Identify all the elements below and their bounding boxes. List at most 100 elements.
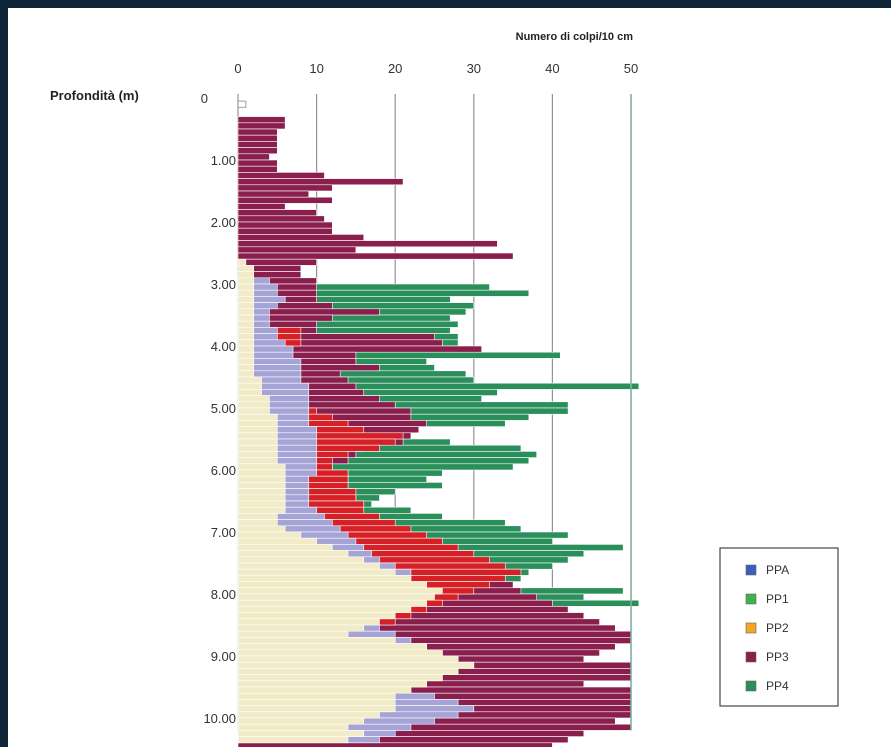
bar-ppa: [237, 500, 286, 508]
bar-pp3: [237, 172, 325, 179]
bar-pp3: [237, 196, 333, 204]
legend-swatch-pp1: [745, 593, 757, 605]
bar-pp3: [237, 240, 498, 248]
legend-swatch-pp4: [745, 680, 757, 692]
bar-ppa: [237, 618, 380, 626]
chart-frame: 0 10 20 30 40 50 0 1.00 2.00 3.00 4.00 5.00 6.00 7.00…: [8, 8, 891, 747]
bar-ppa: [237, 283, 255, 291]
y-axis-label: Profondità (m): [50, 88, 139, 103]
bar-ppa: [237, 265, 255, 272]
bar-ppa: [237, 320, 255, 328]
legend-swatch-ppa: [745, 564, 757, 576]
bar-pp3: [237, 122, 286, 130]
bar-ppa: [237, 550, 349, 558]
bar-pp3: [237, 203, 286, 210]
bar-ppa: [237, 531, 302, 539]
bar-ppa: [237, 432, 278, 440]
bar-ppa: [237, 661, 475, 669]
bar-ppa: [237, 506, 286, 514]
bar-ppa: [237, 482, 286, 489]
bar-pp3: [237, 190, 310, 198]
bar-pp3: [237, 141, 278, 148]
bar-ppa: [237, 351, 255, 359]
bar-ppa: [237, 723, 349, 731]
bar-pp3: [237, 165, 278, 173]
bar-pp3: [237, 128, 278, 136]
bar-pp3: [237, 147, 278, 155]
bar-ppa: [237, 395, 270, 403]
legend-label-pp2: PP2: [766, 621, 789, 635]
bar-ppa: [237, 413, 278, 421]
y-tick-label: 8.00: [211, 587, 236, 602]
bar-ppa: [237, 376, 262, 384]
bar-ppa: [237, 339, 255, 347]
y-tick-label: 5.00: [211, 401, 236, 416]
bar-pp3: [237, 258, 317, 266]
bar-ppa: [237, 575, 412, 582]
legend-label-ppa: PPA: [766, 563, 789, 577]
legend-label-pp4: PP4: [766, 679, 789, 693]
bar-ppa: [237, 649, 443, 657]
y-tick-label: 3.00: [211, 277, 236, 292]
bar-ppa: [237, 296, 255, 303]
bar-ppa: [237, 289, 255, 297]
bar-pp3: [237, 178, 404, 186]
bar-ppa: [237, 401, 270, 409]
bar-ppa: [237, 389, 262, 396]
bar-pp3: [237, 215, 325, 223]
bar-pp3: [237, 221, 333, 229]
legend-swatch-pp3: [745, 651, 757, 663]
bar-ppa: [237, 736, 349, 744]
bar-ppa: [237, 544, 333, 551]
bar-ppa: [237, 655, 459, 663]
bar-ppa: [237, 637, 396, 644]
bar-ppa: [237, 643, 427, 651]
bar-ppa: [237, 302, 255, 310]
legend: PPA PP1 PP2 PP3 PP4: [719, 547, 839, 707]
y-tick-label: 1.00: [211, 153, 236, 168]
bar-ppa: [237, 420, 278, 427]
axes: 0 10 20 30 40 50 0 1.00 2.00 3.00 4.00 5.00 6.00 7.00…: [201, 61, 638, 731]
y-tick-label: 4.00: [211, 339, 236, 354]
bar-ppa: [237, 674, 443, 682]
y-tick-label: 10.00: [203, 711, 236, 726]
bar-ppa: [237, 457, 278, 465]
x-tick-label: 0: [234, 61, 241, 76]
bar-ppa: [237, 463, 286, 471]
bar-ppa: [237, 612, 396, 620]
bar-pp3: [237, 252, 514, 260]
bar-ppa: [237, 606, 412, 613]
x-tick-label: 10: [309, 61, 323, 76]
bar-pp3: [237, 153, 270, 161]
bar-ppa: [237, 426, 278, 434]
bar-ppa: [237, 624, 365, 632]
bar-ppa: [237, 599, 427, 607]
bar-ppa: [237, 370, 255, 378]
x-tick-label: 40: [545, 61, 559, 76]
chart: 0 10 20 30 40 50 0 1.00 2.00 3.00 4.00 5.00 6.00 7.00…: [50, 31, 839, 747]
bar-ppa: [237, 258, 247, 266]
bar-ppa: [237, 407, 270, 415]
bar-pp3: [237, 116, 286, 124]
legend-box: [719, 547, 839, 707]
bar-ppa: [237, 494, 286, 502]
x-tick-label: 20: [388, 61, 402, 76]
bar-ppa: [237, 711, 380, 719]
bar-ppa: [237, 717, 365, 725]
bar-ppa: [237, 587, 443, 595]
x-tick-label: 30: [467, 61, 481, 76]
bar-ppa: [237, 438, 278, 446]
bar-pp3: [237, 742, 553, 747]
bar-ppa: [237, 686, 412, 694]
bar-ppa: [237, 699, 396, 706]
legend-label-pp1: PP1: [766, 592, 789, 606]
bar-ppa: [237, 444, 278, 452]
y-tick-label: 2.00: [211, 215, 236, 230]
bar-ppa: [237, 382, 262, 390]
bar-ppa: [237, 668, 459, 675]
bar-ppa: [237, 308, 255, 316]
bar-ppa: [237, 271, 255, 279]
bar-pp3: [237, 209, 317, 217]
bar-ppa: [237, 469, 286, 477]
bar-pp3: [237, 227, 333, 235]
